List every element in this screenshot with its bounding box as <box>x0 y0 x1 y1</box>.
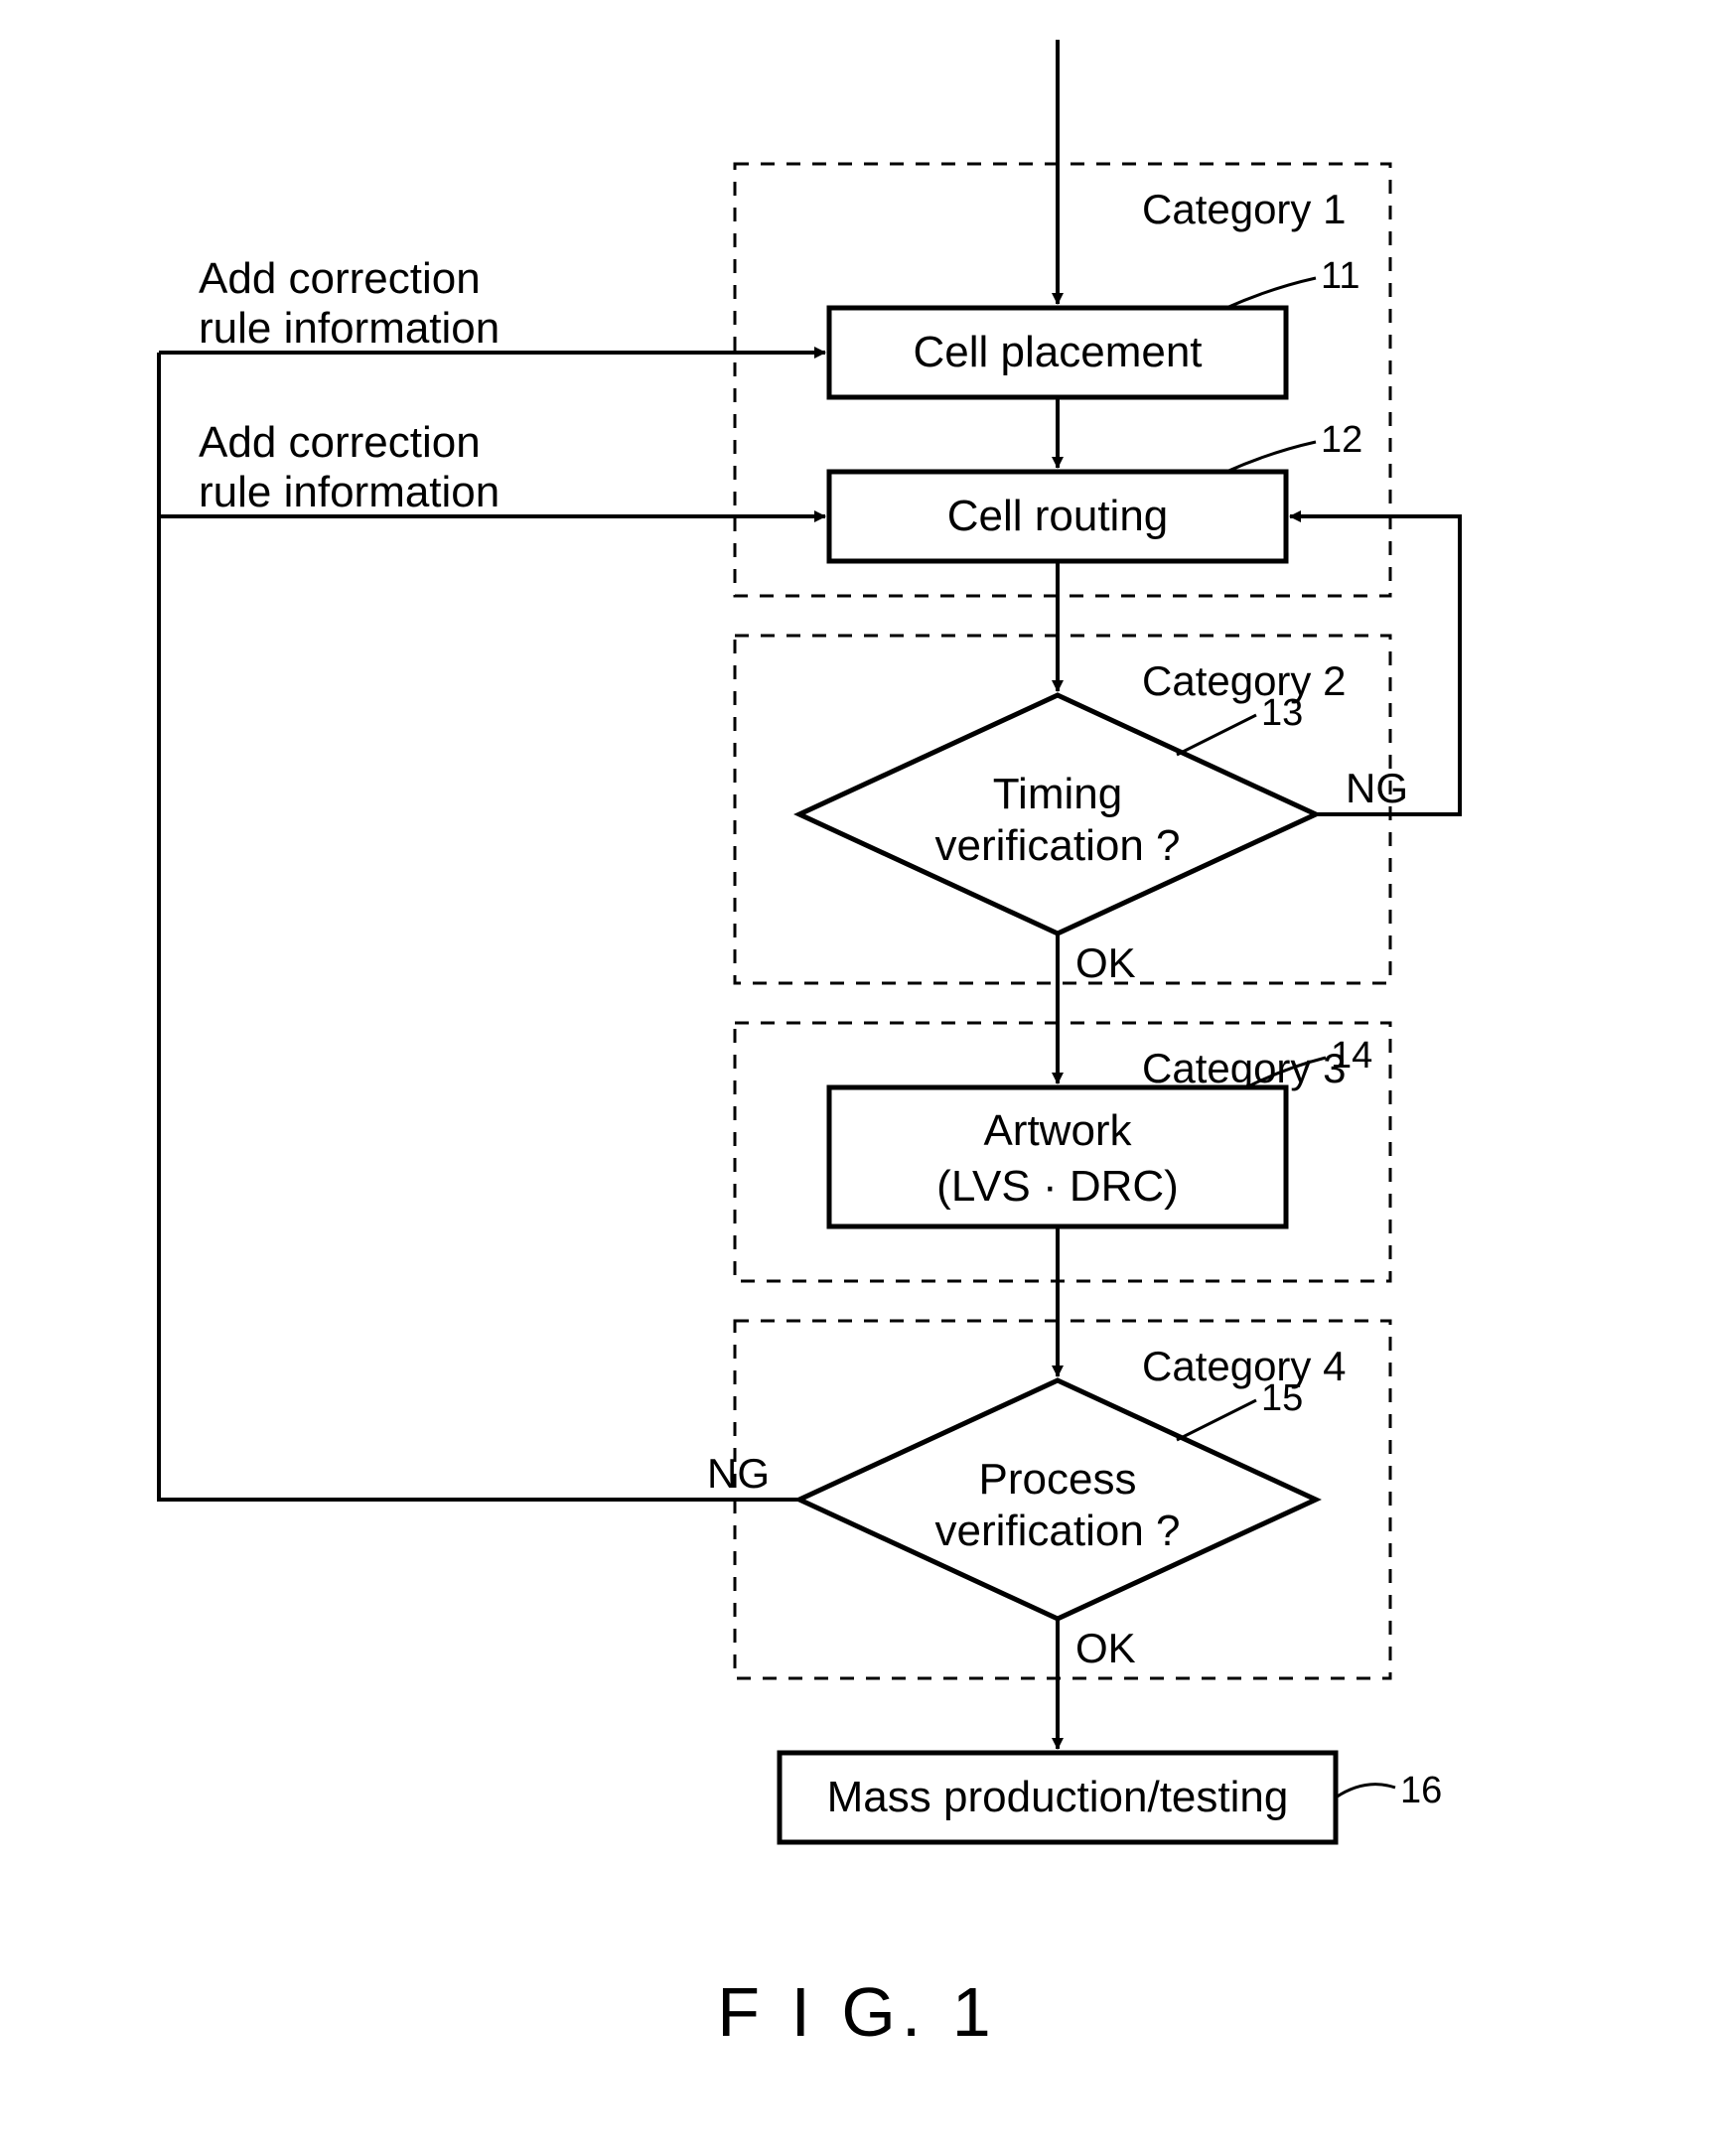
ref-leader-15 <box>1177 1400 1256 1440</box>
ref-leader-16 <box>1336 1785 1395 1797</box>
ref-leader-12 <box>1226 442 1316 472</box>
ref-11: 11 <box>1321 255 1359 297</box>
edge-13-ok: OK <box>1075 939 1136 986</box>
edge-15-ok: OK <box>1075 1625 1136 1671</box>
edge-15-ng: NG <box>707 1450 770 1497</box>
ref-12: 12 <box>1321 419 1362 461</box>
ref-13: 13 <box>1261 692 1303 734</box>
timing-label-2: verification ? <box>934 821 1180 870</box>
category-2-label: Category 2 <box>1142 657 1346 704</box>
ref-15: 15 <box>1261 1377 1303 1419</box>
figure-title: F I G. 1 <box>717 1973 996 2051</box>
arrow-15-ng-trunk <box>159 353 799 1500</box>
side-note-2-line1: Add correction <box>199 418 481 467</box>
side-note-2-line2: rule information <box>199 468 500 516</box>
side-note-1-line2: rule information <box>199 304 500 353</box>
ref-leader-11 <box>1226 278 1316 308</box>
ref-16: 16 <box>1400 1770 1442 1811</box>
ref-leader-13 <box>1177 715 1256 755</box>
mass-production-label: Mass production/testing <box>827 1773 1289 1821</box>
ref-14: 14 <box>1331 1035 1372 1077</box>
timing-label-1: Timing <box>993 770 1122 818</box>
process-label-1: Process <box>979 1455 1137 1504</box>
category-3-label: Category 3 <box>1142 1045 1346 1091</box>
cell-placement-label: Cell placement <box>913 328 1202 376</box>
artwork-label-1: Artwork <box>983 1106 1132 1155</box>
edge-13-ng: NG <box>1346 765 1408 811</box>
side-note-1-line1: Add correction <box>199 254 481 303</box>
category-1-label: Category 1 <box>1142 186 1346 232</box>
cell-routing-label: Cell routing <box>947 492 1169 540</box>
flowchart: Category 1 Category 2 Category 3 Categor… <box>0 0 1714 2156</box>
artwork-label-2: (LVS · DRC) <box>936 1162 1179 1211</box>
category-4-label: Category 4 <box>1142 1343 1346 1389</box>
process-label-2: verification ? <box>934 1507 1180 1555</box>
